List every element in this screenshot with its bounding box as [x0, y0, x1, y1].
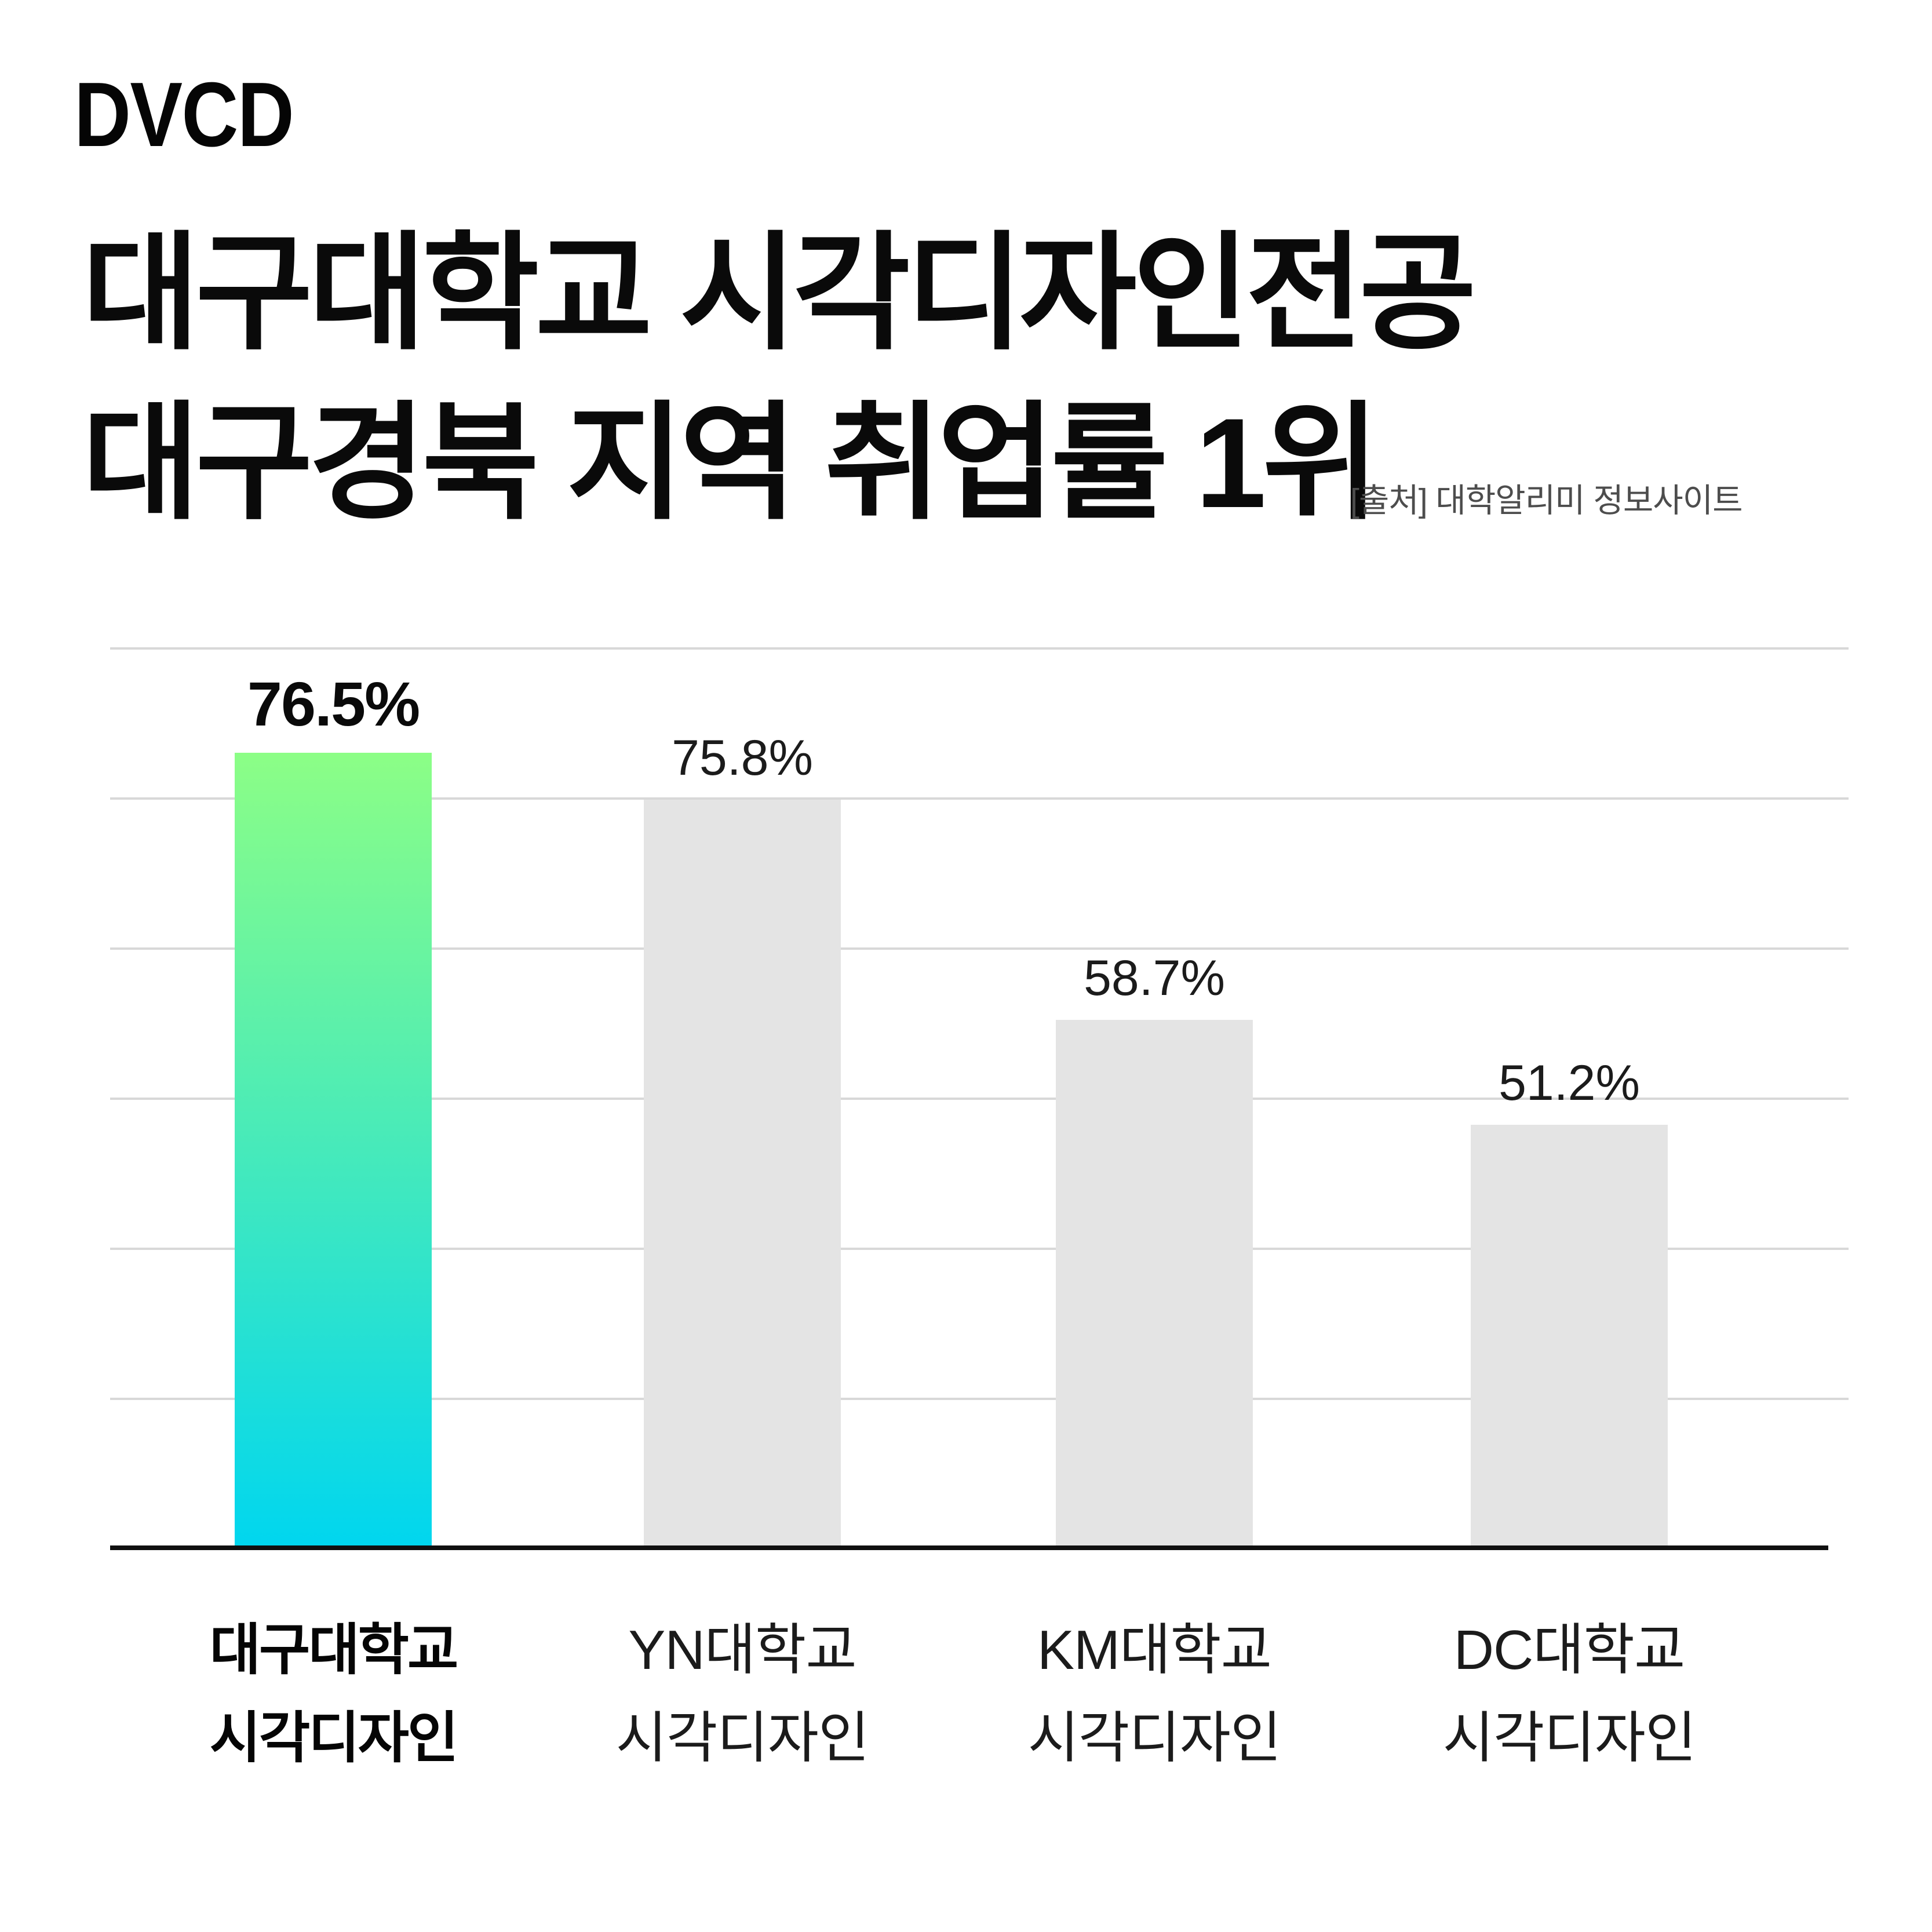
category-label-line: 시각디자인: [615, 1707, 870, 1769]
category-label-line: 시각디자인: [1027, 1707, 1282, 1769]
brand-logo: DVCD: [74, 64, 294, 166]
category-label-line: 대구대학교: [209, 1619, 459, 1681]
value-label-2: 75.8%: [672, 730, 813, 786]
gridline: [110, 947, 1849, 950]
gridline: [110, 647, 1849, 650]
category-label-line: YN대학교: [628, 1619, 856, 1681]
bar-2: [644, 800, 841, 1548]
page-title-line1: 대구대학교 시각디자인전공: [82, 222, 1477, 364]
gridline: [110, 797, 1849, 800]
bar-chart: 76.5% 75.8% 58.7% 51.2%: [110, 647, 1849, 1550]
gridline: [110, 1098, 1849, 1100]
category-labels: 대구대학교 시각디자인 YN대학교 시각디자인 KM대학교 시각디자인 DC대학교 시각디자인: [110, 1606, 1849, 1850]
value-label-3: 58.7%: [1084, 950, 1225, 1006]
category-label-line: 시각디자인: [209, 1707, 459, 1769]
bar-3: [1056, 1020, 1253, 1548]
category-label-line: DC대학교: [1453, 1619, 1686, 1681]
x-axis-baseline: [110, 1545, 1828, 1550]
bar-4: [1471, 1125, 1668, 1548]
value-label-4: 51.2%: [1499, 1055, 1640, 1111]
source-note: [출처] 대학알리미 정보사이트: [1350, 482, 1743, 519]
category-label-line: 시각디자인: [1442, 1707, 1697, 1769]
category-label-line: KM대학교: [1037, 1619, 1272, 1681]
bar-1: [235, 753, 432, 1548]
value-label-1: 76.5%: [247, 669, 420, 739]
page-title-line2: 대구경북 지역 취업률 1위: [82, 392, 1380, 534]
gridline: [110, 1248, 1849, 1250]
page-title: 대구대학교 시각디자인전공 대구경북 지역 취업률 1위: [82, 209, 1477, 548]
gridline: [110, 1398, 1849, 1400]
